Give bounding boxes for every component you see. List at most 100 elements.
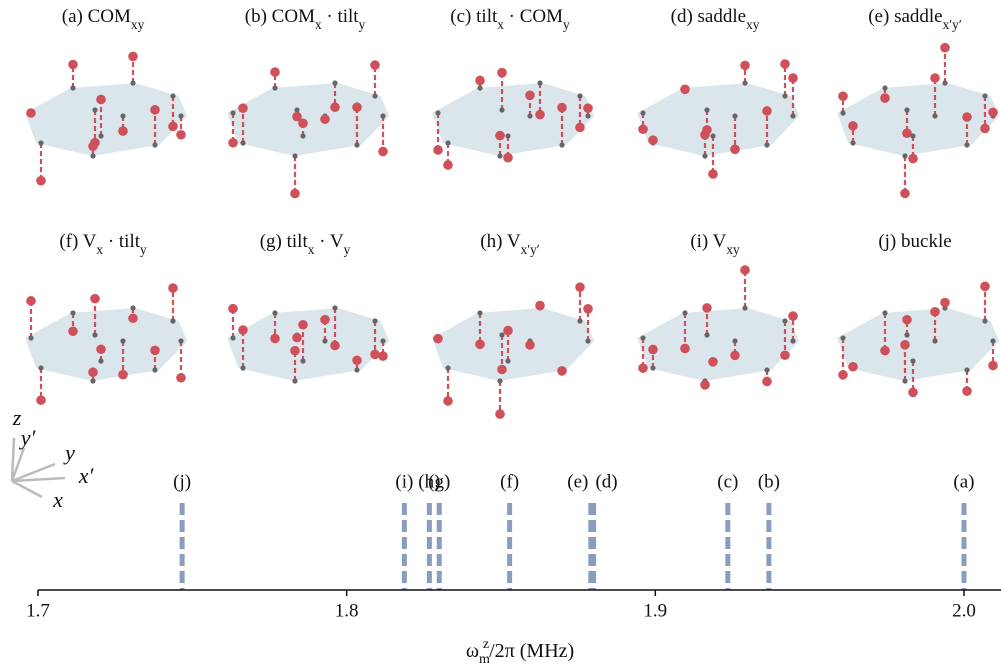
ion-rest [38,140,44,146]
ion [90,137,100,148]
ion-plane [432,83,595,156]
label-sub: x [497,17,504,32]
ion [880,345,890,356]
ion-rest [790,338,796,344]
ion [495,409,505,419]
ion [740,265,750,275]
ion [475,75,485,86]
ion [118,369,128,380]
ion-rest [932,113,938,119]
panel-title: (d) saddlexy [671,6,760,31]
ion [497,364,507,375]
ion [762,106,772,116]
ion [228,137,238,148]
ion [788,73,798,83]
ion [26,296,36,306]
ion-rest [300,358,306,364]
ion-rest [300,133,306,139]
ion-rest [92,107,98,113]
mode-label: (d) [595,471,617,492]
panel-title: (h) Vx′y′ [480,231,540,256]
ion-rest [764,367,770,373]
label-sub: xy [726,242,740,257]
ion-rest [332,80,338,86]
ion-rest [764,142,770,148]
ion-rest [98,133,104,139]
ion-rest [38,365,44,371]
ion-plane [25,308,188,381]
ion-rest [272,310,278,316]
ion [980,123,990,134]
ion [708,169,718,179]
ion [26,108,36,118]
ion [370,349,380,360]
ion-rest [372,318,378,324]
ion [378,351,388,361]
label-part: (d) saddle [671,6,746,27]
label-sub: x [96,242,103,257]
panel-title: (b) COMx · tilty [245,6,366,31]
ion-rest [28,335,34,341]
ion [238,325,248,335]
ion [930,306,940,317]
ion-rest [354,367,360,373]
ion-rest [850,140,856,146]
ion-rest [435,110,441,116]
ion-rest [294,107,300,113]
ion-rest [650,365,656,371]
mode-label: (h) [418,471,440,492]
ion [270,67,280,77]
ion-rest [882,310,888,316]
ion-rest [904,107,910,113]
ion [370,60,380,70]
ion [128,313,138,324]
ion [780,350,790,361]
ion [680,84,690,95]
ion [150,105,160,115]
ion-plane [637,308,800,381]
panel-title: (g) tiltx · Vy [260,231,351,256]
ion-rest [559,142,565,148]
ion-rest [904,332,910,338]
ion [740,60,750,71]
ion [290,188,300,199]
ion [443,396,453,406]
label-sub: y [344,242,351,257]
ion-rest [70,310,76,316]
ion-rest [445,365,451,371]
ion [700,380,710,390]
ion [908,153,918,164]
ion-rest [272,85,278,91]
ion-plane [25,83,188,156]
ion [525,340,535,350]
ion-rest [152,142,158,148]
ion-rest [372,93,378,99]
ion [575,122,585,133]
mode-label: (b) [758,471,780,492]
mode-label: (e) [567,471,588,492]
label-part: (f) V [59,231,96,252]
ion-rest [499,107,505,113]
ion [433,333,443,344]
ion [238,103,248,113]
ion [648,344,658,355]
ion-rest [640,110,646,116]
panel-title: (i) Vxy [690,231,740,256]
ion [583,304,593,314]
ion-rest [942,80,948,86]
ion-rest [782,93,788,99]
label-sub: x′y′ [943,17,962,32]
ion [290,345,300,356]
ion-rest [477,85,483,91]
ion [475,339,485,350]
mode-label: (f) [500,471,519,492]
ion-rest [704,332,710,338]
label-part: (b) COM [245,6,315,27]
ion [638,363,648,373]
ion [908,387,918,398]
ion-rest [732,338,738,344]
label-part: (g) tilt [260,231,309,252]
ion [320,314,330,325]
ion-rest [964,367,970,373]
